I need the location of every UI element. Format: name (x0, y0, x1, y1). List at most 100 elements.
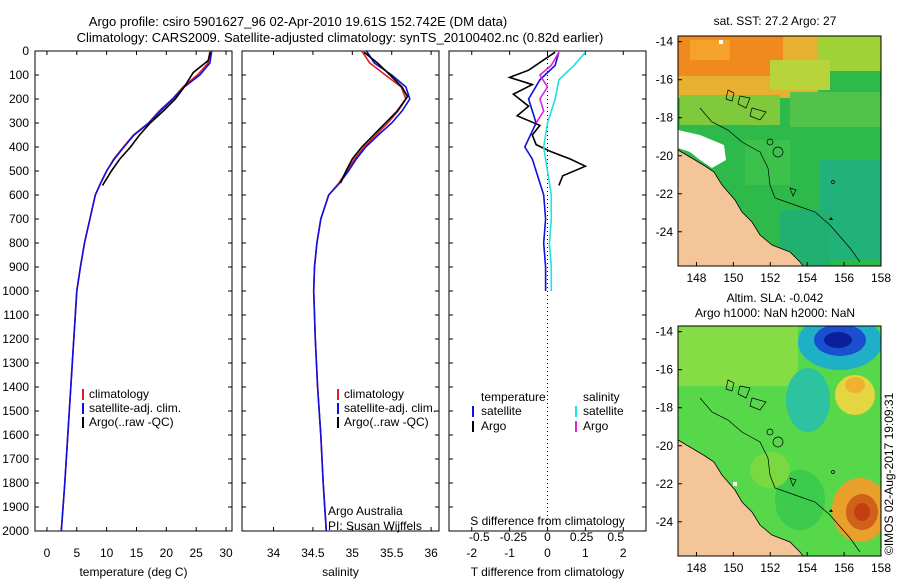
depth-tick-label: 300 (9, 116, 29, 130)
map-xtick-label: 150 (723, 561, 743, 575)
depth-tick-label: 1000 (2, 284, 29, 298)
annotation-line: PI: Susan Wijffels (328, 519, 422, 533)
depth-tick-label: 400 (9, 140, 29, 154)
temperature-series-satellite-adj-clim- (60, 50, 213, 532)
legend-label: Argo(..raw -QC) (344, 415, 429, 429)
legend-label: Argo(..raw -QC) (89, 415, 174, 429)
map-xtick-label: 154 (797, 271, 817, 285)
figure-title-line1: Argo profile: csiro 5901627_96 02-Apr-20… (89, 14, 507, 29)
map-xtick-label: 150 (723, 271, 743, 285)
depth-tick-label: 500 (9, 164, 29, 178)
map-xtick-label: 156 (834, 561, 854, 575)
depth-tick-label: 1400 (2, 380, 29, 394)
difference-series-salinity-argo (535, 51, 560, 124)
temperature-panel: 0100200300400500600700800900100011001200… (2, 44, 233, 579)
depth-tick-label: 1600 (2, 428, 29, 442)
legend-label: Argo (481, 419, 507, 433)
map-ytick-label: -24 (656, 225, 674, 239)
sla-map-axes: 148 150 152 154 156 158 -14 -16 -18 -20 -22 -24 (656, 325, 892, 575)
temperature-series-climatology (60, 50, 211, 532)
s-tick-label: -0.5 (469, 530, 490, 544)
s-tick-label: 0.25 (570, 530, 594, 544)
sla-map-title-line1: Altim. SLA: -0.042 (727, 291, 824, 305)
map-xtick-label: 158 (871, 271, 891, 285)
difference-xtick-label: 2 (620, 546, 627, 560)
legend-title: temperature (481, 390, 546, 404)
temperature-xlabel: temperature (deg C) (79, 565, 187, 579)
depth-tick-label: 1200 (2, 332, 29, 346)
sla-map-field (678, 326, 881, 556)
temperature-xtick-label: 0 (44, 546, 51, 560)
salinity-xtick-label: 35 (346, 546, 360, 560)
s-xlabel: S difference from climatology (470, 514, 625, 528)
temperature-xtick-label: 20 (160, 546, 174, 560)
map-xtick-label: 148 (686, 271, 706, 285)
difference-series-temperature-satellite (523, 51, 560, 291)
copyright-stamp: ©IMOS 02-Aug-2017 19:09:31 (882, 392, 896, 555)
depth-tick-label: 200 (9, 92, 29, 106)
map-ytick-label: -16 (656, 73, 674, 87)
temperature-frame (34, 50, 233, 532)
salinity-xtick-label: 34 (267, 546, 281, 560)
difference-panel: -2 -1 0 1 2 T difference from climatology -0.5… (448, 50, 647, 579)
legend-label: Argo (583, 419, 609, 433)
depth-tick-label: 2000 (2, 524, 29, 538)
map-ytick-label: -18 (656, 111, 674, 125)
temperature-series-argo-raw-qc- (101, 51, 212, 186)
salinity-frame (241, 50, 440, 532)
map-ytick-label: -20 (656, 149, 674, 163)
salinity-xtick-label: 35.5 (380, 546, 404, 560)
temperature-xtick-label: 25 (190, 546, 204, 560)
s-tick-label: 0 (544, 530, 551, 544)
depth-tick-label: 100 (9, 68, 29, 82)
sla-map-frame (677, 325, 882, 557)
depth-tick-label: 600 (9, 188, 29, 202)
map-ytick-label: -18 (656, 401, 674, 415)
difference-xtick-label: 1 (582, 546, 589, 560)
map-ytick-label: -14 (656, 325, 674, 339)
depth-tick-label: 900 (9, 260, 29, 274)
map-ytick-label: -16 (656, 363, 674, 377)
depth-tick-label: 1800 (2, 476, 29, 490)
depth-tick-label: 1900 (2, 500, 29, 514)
legend-label: climatology (89, 387, 149, 401)
annotation-line: Argo Australia (328, 504, 403, 518)
sst-map-field (678, 36, 881, 266)
legend-label: satellite-adj. clim. (89, 401, 181, 415)
difference-series-salinity-satellite (542, 51, 587, 291)
legend-label: climatology (344, 387, 404, 401)
sst-map-panel: sat. SST: 27.2 Argo: 27 (656, 14, 892, 285)
map-ytick-label: -22 (656, 477, 674, 491)
map-ytick-label: -14 (656, 35, 674, 49)
s-tick-label: 0.5 (607, 530, 624, 544)
map-ytick-label: -20 (656, 439, 674, 453)
map-xtick-label: 156 (834, 271, 854, 285)
sst-map-axes: 148 150 152 154 156 158 -14 -16 -18 -20 -22 -24 (656, 35, 892, 285)
sla-map-panel: Altim. SLA: -0.042 Argo h1000: NaN h2000… (656, 291, 892, 575)
legend-label: satellite (481, 404, 522, 418)
legend-label: satellite (583, 404, 624, 418)
depth-tick-label: 800 (9, 236, 29, 250)
depth-tick-label: 0 (22, 44, 29, 58)
temperature-xtick-label: 15 (130, 546, 144, 560)
legend-title: salinity (583, 390, 620, 404)
difference-series-temperature-argo (507, 51, 588, 186)
map-xtick-label: 152 (760, 271, 780, 285)
salinity-panel: 34 34.5 35 35.5 36 salinity climatologysatelli… (241, 50, 440, 579)
depth-tick-label: 1300 (2, 356, 29, 370)
difference-xlabel: T difference from climatology (471, 565, 625, 579)
depth-tick-label: 1500 (2, 404, 29, 418)
figure-title-line2: Climatology: CARS2009. Satellite-adjuste… (77, 30, 604, 45)
sst-map-frame (677, 35, 882, 267)
difference-xtick-label: -2 (466, 546, 477, 560)
map-xtick-label: 152 (760, 561, 780, 575)
temperature-xtick-label: 30 (219, 546, 233, 560)
depth-tick-label: 1100 (3, 308, 29, 322)
map-xtick-label: 158 (871, 561, 891, 575)
s-tick-label: -0.25 (500, 530, 528, 544)
difference-xtick-label: 0 (544, 546, 551, 560)
salinity-xtick-label: 36 (424, 546, 438, 560)
depth-tick-label: 700 (9, 212, 29, 226)
sla-map-title-line2: Argo h1000: NaN h2000: NaN (695, 306, 855, 320)
